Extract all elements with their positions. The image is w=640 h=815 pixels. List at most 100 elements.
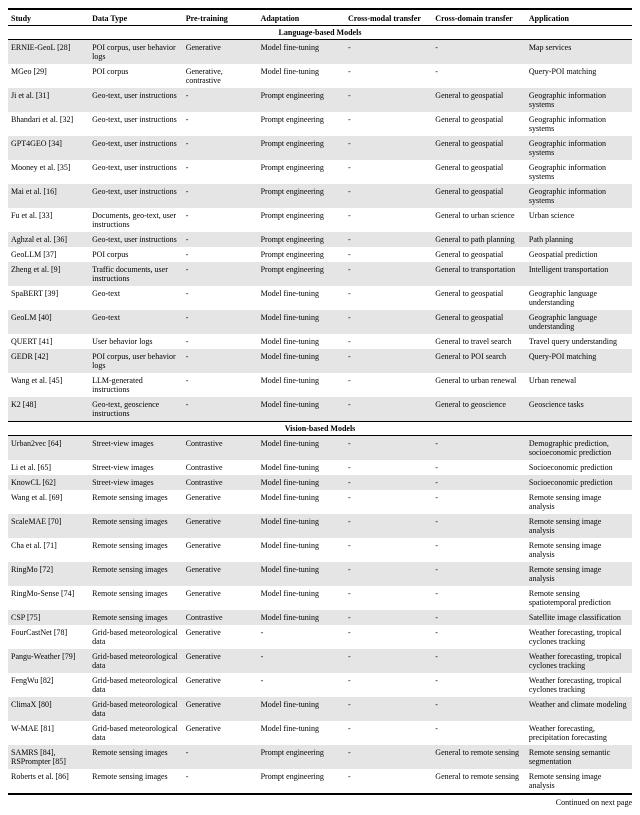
table-cell: - <box>432 40 526 65</box>
table-cell: Geographic information systems <box>526 88 632 112</box>
table-cell: Prompt engineering <box>258 88 345 112</box>
table-cell: POI corpus, user behavior logs <box>89 40 183 65</box>
table-cell: Documents, geo-text, user instructions <box>89 208 183 232</box>
table-cell: General to geospatial <box>432 184 526 208</box>
table-row: Wang et al. [69]Remote sensing imagesGen… <box>8 490 632 514</box>
table-cell: Street-view images <box>89 460 183 475</box>
table-cell: - <box>183 769 258 794</box>
table-cell: General to geospatial <box>432 310 526 334</box>
table-cell: FourCastNet [78] <box>8 625 89 649</box>
table-cell: Prompt engineering <box>258 769 345 794</box>
table-cell: QUERT [41] <box>8 334 89 349</box>
table-cell: - <box>345 514 432 538</box>
table-cell: Geo-text, user instructions <box>89 184 183 208</box>
table-row: Pangu-Weather [79]Grid-based meteorologi… <box>8 649 632 673</box>
table-row: FourCastNet [78]Grid-based meteorologica… <box>8 625 632 649</box>
table-cell: Remote sensing image analysis <box>526 490 632 514</box>
table-cell: General to geospatial <box>432 136 526 160</box>
table-cell: - <box>183 88 258 112</box>
table-cell: Model fine-tuning <box>258 286 345 310</box>
table-cell: Prompt engineering <box>258 208 345 232</box>
table-cell: - <box>258 625 345 649</box>
table-row: K2 [48]Geo-text, geoscience instructions… <box>8 397 632 422</box>
table-cell: - <box>183 310 258 334</box>
table-cell: General to remote sensing <box>432 745 526 769</box>
table-cell: Grid-based meteorological data <box>89 721 183 745</box>
table-cell: - <box>432 673 526 697</box>
table-cell: Generative <box>183 562 258 586</box>
table-cell: - <box>345 649 432 673</box>
table-cell: General to geospatial <box>432 112 526 136</box>
table-cell: General to transportation <box>432 262 526 286</box>
table-row: GeoLM [40]Geo-text-Model fine-tuning-Gen… <box>8 310 632 334</box>
table-cell: Grid-based meteorological data <box>89 697 183 721</box>
table-cell: Travel query understanding <box>526 334 632 349</box>
table-row: GeoLLM [37]POI corpus-Prompt engineering… <box>8 247 632 262</box>
table-cell: Model fine-tuning <box>258 610 345 625</box>
table-cell: Remote sensing image analysis <box>526 538 632 562</box>
table-cell: General to POI search <box>432 349 526 373</box>
table-cell: Cha et al. [71] <box>8 538 89 562</box>
table-cell: Fu et al. [33] <box>8 208 89 232</box>
table-cell: ClimaX [80] <box>8 697 89 721</box>
table-cell: Prompt engineering <box>258 160 345 184</box>
table-cell: - <box>432 610 526 625</box>
table-row: CSP [75]Remote sensing imagesContrastive… <box>8 610 632 625</box>
table-cell: Model fine-tuning <box>258 397 345 422</box>
table-row: Cha et al. [71]Remote sensing imagesGene… <box>8 538 632 562</box>
table-cell: - <box>345 262 432 286</box>
table-cell: POI corpus, user behavior logs <box>89 349 183 373</box>
table-row: Wang et al. [45]LLM-generated instructio… <box>8 373 632 397</box>
table-cell: Generative <box>183 514 258 538</box>
table-cell: - <box>183 232 258 247</box>
table-cell: Geographic information systems <box>526 136 632 160</box>
table-cell: - <box>183 136 258 160</box>
table-cell: Prompt engineering <box>258 232 345 247</box>
table-cell: Li et al. [65] <box>8 460 89 475</box>
section-title: Vision-based Models <box>8 422 632 436</box>
table-cell: Remote sensing image analysis <box>526 514 632 538</box>
table-cell: Remote sensing image analysis <box>526 769 632 794</box>
table-cell: - <box>345 436 432 461</box>
table-cell: Grid-based meteorological data <box>89 673 183 697</box>
table-cell: Mooney et al. [35] <box>8 160 89 184</box>
table-row: Aghzal et al. [36]Geo-text, user instruc… <box>8 232 632 247</box>
table-cell: - <box>345 136 432 160</box>
table-cell: Geographic information systems <box>526 160 632 184</box>
table-cell: - <box>183 745 258 769</box>
models-table: StudyData TypePre-trainingAdaptationCros… <box>8 8 632 795</box>
table-cell: Remote sensing images <box>89 745 183 769</box>
table-cell: - <box>345 160 432 184</box>
table-cell: Ji et al. [31] <box>8 88 89 112</box>
table-cell: General to geospatial <box>432 88 526 112</box>
table-cell: - <box>345 208 432 232</box>
table-cell: Model fine-tuning <box>258 436 345 461</box>
table-cell: Geo-text <box>89 286 183 310</box>
table-row: Mai et al. [16]Geo-text, user instructio… <box>8 184 632 208</box>
table-row: FengWu [82]Grid-based meteorological dat… <box>8 673 632 697</box>
table-cell: Socioeconomic prediction <box>526 475 632 490</box>
table-cell: Mai et al. [16] <box>8 184 89 208</box>
table-cell: Remote sensing images <box>89 538 183 562</box>
table-row: QUERT [41]User behavior logs-Model fine-… <box>8 334 632 349</box>
table-cell: Generative <box>183 586 258 610</box>
column-header: Pre-training <box>183 9 258 26</box>
table-cell: General to geoscience <box>432 397 526 422</box>
table-row: MGeo [29]POI corpusGenerative, contrasti… <box>8 64 632 88</box>
table-cell: Remote sensing images <box>89 562 183 586</box>
table-cell: Model fine-tuning <box>258 721 345 745</box>
table-cell: Generative <box>183 697 258 721</box>
table-cell: Path planning <box>526 232 632 247</box>
table-cell: Geographic information systems <box>526 112 632 136</box>
table-cell: Demographic prediction, socioeconomic pr… <box>526 436 632 461</box>
table-cell: K2 [48] <box>8 397 89 422</box>
table-cell: - <box>345 538 432 562</box>
table-cell: - <box>345 247 432 262</box>
table-cell: - <box>432 697 526 721</box>
table-cell: W-MAE [81] <box>8 721 89 745</box>
table-cell: Geo-text, user instructions <box>89 112 183 136</box>
table-cell: - <box>345 475 432 490</box>
table-cell: Geospatial prediction <box>526 247 632 262</box>
table-cell: Model fine-tuning <box>258 538 345 562</box>
table-cell: Geographic language understanding <box>526 286 632 310</box>
